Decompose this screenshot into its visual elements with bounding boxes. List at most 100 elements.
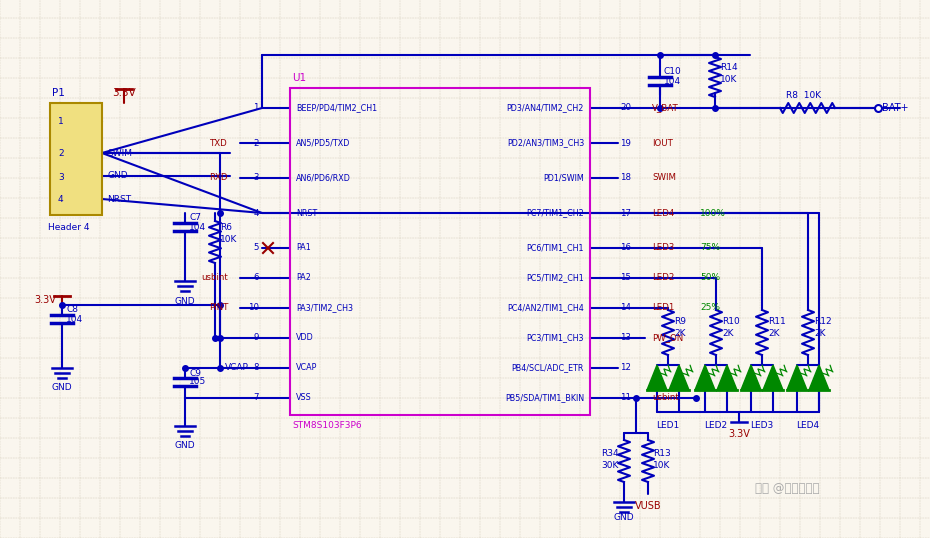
Text: VDD: VDD <box>296 334 313 343</box>
Text: 2K: 2K <box>674 329 685 338</box>
Text: PA2: PA2 <box>296 273 311 282</box>
Text: SWIM: SWIM <box>107 148 132 158</box>
Text: 75%: 75% <box>700 244 720 252</box>
Text: RXD: RXD <box>209 173 228 182</box>
Text: LED4: LED4 <box>652 209 674 217</box>
Text: 2K: 2K <box>768 329 779 338</box>
Text: 17: 17 <box>620 209 631 217</box>
Text: 6: 6 <box>254 273 259 282</box>
Text: NRST: NRST <box>107 195 131 203</box>
Text: LED3: LED3 <box>751 421 774 430</box>
Text: VCAP: VCAP <box>225 364 249 372</box>
Text: 104: 104 <box>664 76 681 86</box>
Text: 2: 2 <box>58 150 63 159</box>
Text: VUSB: VUSB <box>634 501 661 511</box>
Text: PC4/AN2/TIM1_CH4: PC4/AN2/TIM1_CH4 <box>507 303 584 313</box>
Text: VCAP: VCAP <box>296 364 317 372</box>
Text: 10K: 10K <box>220 236 237 244</box>
Polygon shape <box>809 365 829 390</box>
Text: R11: R11 <box>768 317 786 327</box>
Text: C10: C10 <box>664 67 682 76</box>
Text: 2: 2 <box>254 138 259 147</box>
Text: AN6/PD6/RXD: AN6/PD6/RXD <box>296 173 351 182</box>
Text: 15: 15 <box>620 273 631 282</box>
Text: 50%: 50% <box>700 273 720 282</box>
Text: 20: 20 <box>620 103 631 112</box>
Text: PC5/TIM2_CH1: PC5/TIM2_CH1 <box>526 273 584 282</box>
Text: R13: R13 <box>653 449 671 457</box>
Polygon shape <box>763 365 783 390</box>
Text: GND: GND <box>107 172 127 181</box>
Text: GND: GND <box>175 296 195 306</box>
Polygon shape <box>717 365 737 390</box>
Text: 9: 9 <box>254 334 259 343</box>
Text: PW_ON: PW_ON <box>652 334 684 343</box>
Text: PD2/AN3/TIM3_CH3: PD2/AN3/TIM3_CH3 <box>507 138 584 147</box>
Text: LED3: LED3 <box>652 244 674 252</box>
Text: 104: 104 <box>189 223 206 231</box>
Text: 105: 105 <box>189 378 206 386</box>
Text: P1: P1 <box>52 88 65 98</box>
Text: 10: 10 <box>248 303 259 313</box>
Text: LED2: LED2 <box>704 421 727 430</box>
Text: 30K: 30K <box>602 461 619 470</box>
Text: 104: 104 <box>66 315 83 323</box>
Text: R6: R6 <box>220 223 232 232</box>
Text: BEEP/PD4/TIM2_CH1: BEEP/PD4/TIM2_CH1 <box>296 103 378 112</box>
Bar <box>50 103 102 215</box>
Text: Header 4: Header 4 <box>48 223 89 231</box>
Polygon shape <box>669 365 689 390</box>
Text: 1: 1 <box>254 103 259 112</box>
Text: R34: R34 <box>602 449 619 457</box>
Text: 18: 18 <box>620 173 631 182</box>
Text: PD1/SWIM: PD1/SWIM <box>543 173 584 182</box>
Text: 3: 3 <box>254 173 259 182</box>
Text: AN5/PD5/TXD: AN5/PD5/TXD <box>296 138 351 147</box>
Text: PB5/SDA/TIM1_BKIN: PB5/SDA/TIM1_BKIN <box>505 393 584 402</box>
Text: BAT+: BAT+ <box>882 103 909 113</box>
Text: 4: 4 <box>58 195 63 204</box>
Text: GND: GND <box>175 442 195 450</box>
Text: 8: 8 <box>254 364 259 372</box>
Text: 19: 19 <box>620 138 631 147</box>
Text: 10K: 10K <box>653 461 671 470</box>
Text: 2K: 2K <box>814 329 826 338</box>
Text: R9: R9 <box>674 317 686 327</box>
Text: 11: 11 <box>620 393 631 402</box>
Text: 3.3V: 3.3V <box>34 295 56 305</box>
Text: STM8S103F3P6: STM8S103F3P6 <box>292 421 362 430</box>
Text: PC7/TIM1_CH2: PC7/TIM1_CH2 <box>526 209 584 217</box>
Text: LED4: LED4 <box>796 421 819 430</box>
Text: usbint: usbint <box>201 273 228 282</box>
Text: PINT: PINT <box>208 303 228 313</box>
Text: 13: 13 <box>620 334 631 343</box>
Polygon shape <box>787 365 807 390</box>
Text: TXD: TXD <box>210 138 228 147</box>
Text: usbint: usbint <box>652 393 679 402</box>
Text: PC3/TIM1_CH3: PC3/TIM1_CH3 <box>526 334 584 343</box>
Text: GND: GND <box>52 383 73 392</box>
Text: PC6/TIM1_CH1: PC6/TIM1_CH1 <box>526 244 584 252</box>
Text: 3.3V: 3.3V <box>112 88 136 98</box>
Text: U1: U1 <box>292 73 306 83</box>
Text: 25%: 25% <box>700 303 720 313</box>
Text: 16: 16 <box>620 244 631 252</box>
Text: 12: 12 <box>620 364 631 372</box>
Polygon shape <box>741 365 761 390</box>
Text: 7: 7 <box>254 393 259 402</box>
Text: PD3/AN4/TIM2_CH2: PD3/AN4/TIM2_CH2 <box>507 103 584 112</box>
Text: R12: R12 <box>814 317 831 327</box>
Polygon shape <box>695 365 715 390</box>
Text: 100%: 100% <box>700 209 726 217</box>
Text: C9: C9 <box>189 369 201 378</box>
Text: C7: C7 <box>189 214 201 223</box>
Text: NRST: NRST <box>296 209 317 217</box>
Text: 3: 3 <box>58 173 64 181</box>
Text: 14: 14 <box>620 303 631 313</box>
Text: 4: 4 <box>254 209 259 217</box>
Text: R14: R14 <box>720 62 737 72</box>
Text: 10K: 10K <box>720 74 737 83</box>
Text: LED2: LED2 <box>652 273 674 282</box>
Text: V_BAT: V_BAT <box>652 103 679 112</box>
Text: PA1: PA1 <box>296 244 311 252</box>
